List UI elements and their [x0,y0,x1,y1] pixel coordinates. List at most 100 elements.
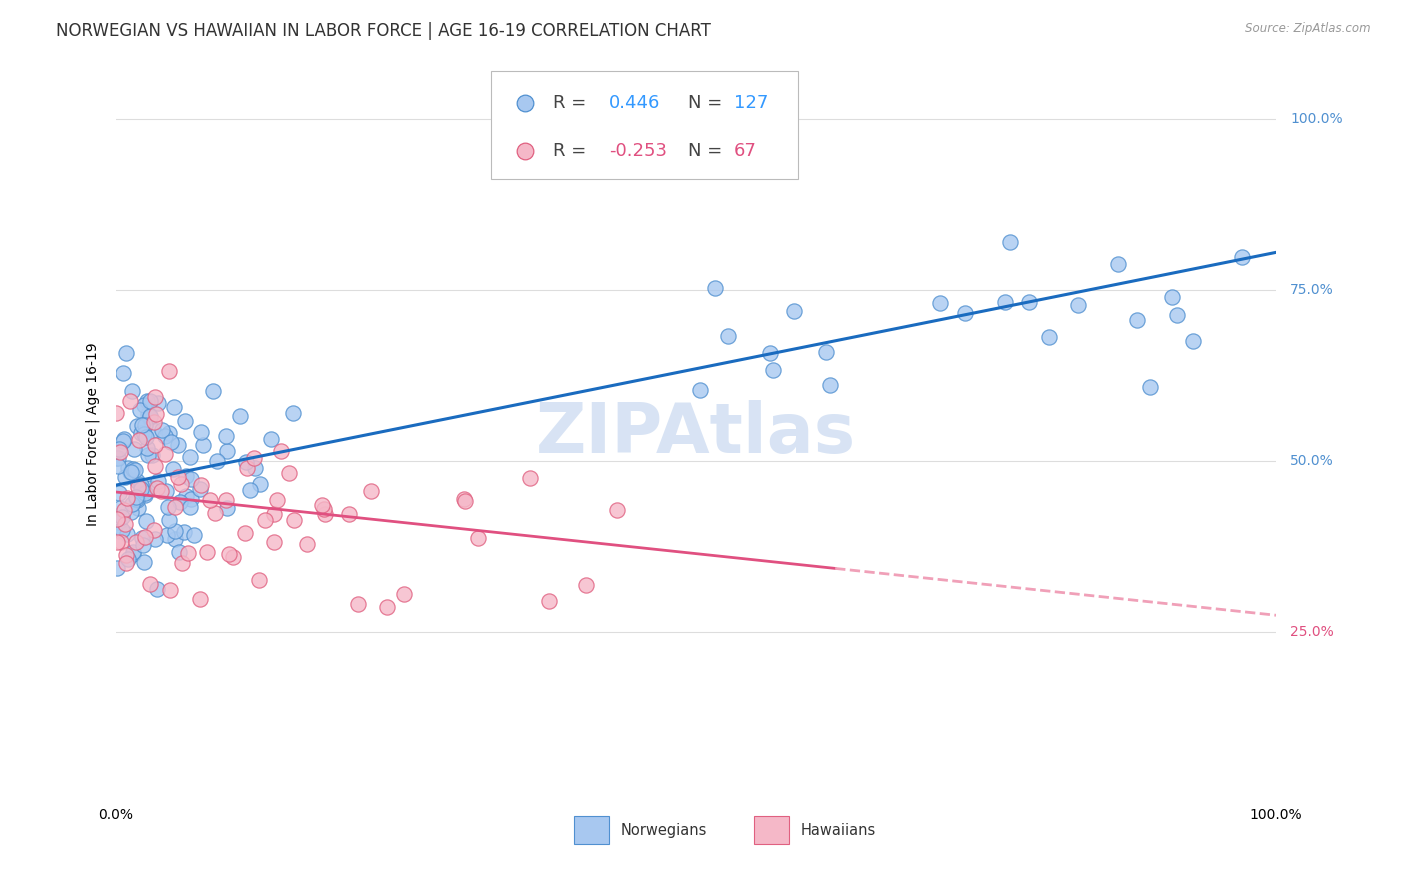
Point [201,384,224,398]
Point [215,429,238,443]
Text: 127: 127 [734,94,769,112]
Point [235,461,257,475]
Point [174,490,197,504]
Point [135,430,157,444]
Point [162,462,184,476]
Point [606,502,628,516]
Point [314,508,336,522]
Text: 67: 67 [734,142,756,160]
Point [233,525,256,540]
Point [129,482,152,496]
Point [260,432,283,446]
Point [215,492,238,507]
Text: R =: R = [553,142,592,160]
Point [1107,257,1129,271]
Text: -0.253: -0.253 [609,142,666,160]
Point [253,513,276,527]
Point [111,509,134,524]
Point [146,481,169,495]
Point [145,407,167,421]
Point [125,490,148,504]
Point [519,471,541,485]
Point [1232,250,1254,264]
Point [1161,290,1184,304]
Point [467,531,489,545]
Point [115,527,138,541]
Point [115,491,138,505]
Point [157,513,180,527]
Point [155,429,177,443]
Point [218,547,240,561]
Point [132,483,155,497]
Point [229,409,252,423]
Point [114,516,136,531]
Point [120,465,142,479]
Point [953,306,976,320]
Point [153,447,176,461]
Point [169,494,191,508]
Point [112,434,135,449]
Point [190,425,212,439]
Point [124,463,146,477]
Point [134,426,156,441]
Point [283,513,305,527]
Point [1067,298,1090,312]
Point [689,384,711,398]
Point [172,557,194,571]
Point [129,426,152,441]
Point [125,492,148,507]
Point [135,514,157,528]
Point [146,582,169,596]
Point [156,528,179,542]
Point [125,535,148,549]
Point [134,417,156,432]
Point [122,442,145,457]
Point [177,546,200,560]
Point [122,545,145,559]
Point [110,535,132,549]
Point [105,560,128,574]
Point [818,378,841,392]
Point [198,493,221,508]
Point [129,477,152,491]
Bar [754,816,789,844]
Text: N =: N = [688,142,728,160]
Point [783,303,806,318]
Point [295,537,318,551]
Point [1018,295,1040,310]
Point [136,407,159,421]
Point [152,423,174,437]
Point [111,523,134,537]
Point [112,432,135,446]
Point [115,557,138,571]
Point [159,582,181,597]
Point [120,505,142,519]
Point [143,437,166,451]
Point [139,409,162,424]
Point [1038,330,1060,344]
Point [193,438,215,452]
Point [337,507,360,521]
Point [127,474,149,488]
Point [110,500,132,515]
Point [454,493,477,508]
Point [136,448,159,462]
Point [1166,309,1188,323]
Point [157,426,180,441]
Point [108,524,131,539]
Point [243,450,266,465]
Point [129,402,152,417]
Point [104,451,127,466]
Point [114,470,136,484]
Point [166,469,188,483]
Point [312,502,335,516]
Point [163,524,186,539]
Point [167,438,190,452]
Point [139,409,162,424]
Point [165,500,187,514]
Point [538,594,561,608]
Point [131,531,153,545]
Point [148,396,170,410]
Point [117,461,139,475]
Text: 100.0%: 100.0% [1291,112,1343,126]
